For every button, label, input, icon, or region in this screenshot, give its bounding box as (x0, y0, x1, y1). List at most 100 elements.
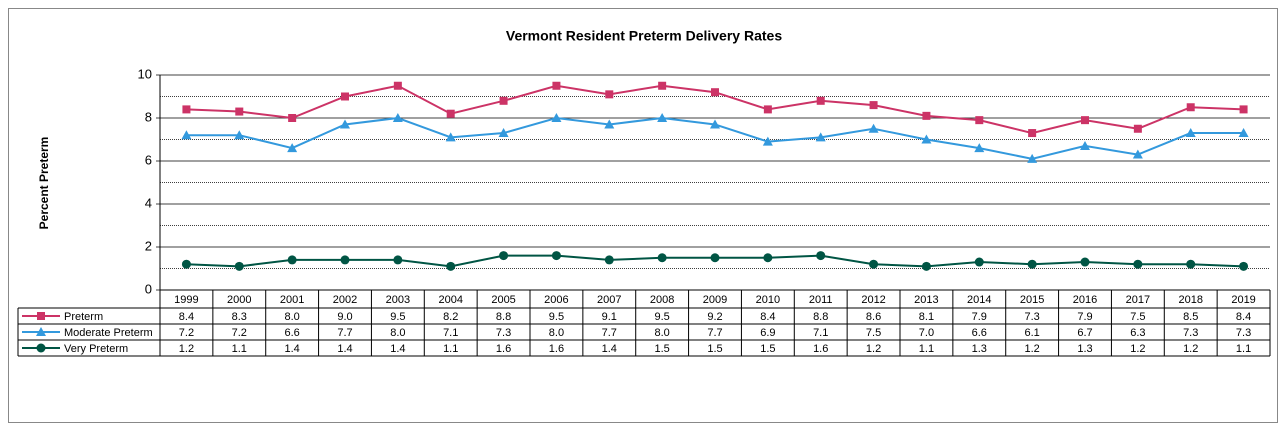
marker (498, 128, 509, 138)
x-tick-label: 2007 (597, 294, 621, 306)
marker (235, 107, 244, 116)
table-value: 1.1 (919, 343, 934, 355)
table-value: 1.6 (496, 343, 511, 355)
table-value: 1.2 (1183, 343, 1198, 355)
table-value: 8.6 (866, 311, 881, 323)
marker (340, 255, 350, 265)
table-value: 7.7 (602, 327, 617, 339)
table-value: 8.4 (179, 311, 194, 323)
legend-marker (36, 343, 46, 353)
x-tick-label: 2010 (756, 294, 780, 306)
marker (393, 255, 403, 265)
marker (763, 105, 772, 114)
table-value: 8.1 (919, 311, 934, 323)
marker (1239, 261, 1249, 271)
marker (1133, 124, 1142, 133)
table-value: 8.5 (1183, 311, 1198, 323)
table-value: 8.0 (284, 311, 299, 323)
x-tick-label: 2006 (544, 294, 568, 306)
x-tick-label: 2000 (227, 294, 251, 306)
marker (446, 109, 455, 118)
table-value: 1.6 (549, 343, 564, 355)
table-value: 7.5 (866, 327, 881, 339)
table-value: 1.5 (654, 343, 669, 355)
marker (340, 119, 350, 129)
legend-label: Moderate Preterm (64, 327, 153, 339)
marker (182, 105, 191, 114)
chart-border (8, 8, 1278, 423)
x-tick-label: 2018 (1178, 294, 1202, 306)
marker (1080, 257, 1090, 267)
table-value: 7.5 (1130, 311, 1145, 323)
marker (711, 88, 719, 97)
marker (605, 90, 614, 99)
chart-title: Vermont Resident Preterm Delivery Rates (506, 28, 782, 44)
table-value: 1.4 (602, 343, 617, 355)
y-tick-label: 0 (145, 281, 152, 296)
marker (921, 261, 931, 271)
x-tick-label: 2015 (1020, 294, 1044, 306)
marker (658, 81, 667, 90)
marker (234, 261, 244, 271)
table-value: 9.2 (707, 311, 722, 323)
table-value: 7.1 (813, 327, 828, 339)
table-value: 7.3 (1024, 311, 1039, 323)
marker (710, 253, 720, 263)
marker (868, 123, 879, 133)
table-value: 1.6 (813, 343, 828, 355)
marker (710, 119, 720, 129)
marker (181, 130, 192, 140)
marker (287, 255, 297, 265)
marker (816, 251, 826, 261)
table-value: 8.4 (1236, 311, 1251, 323)
table-value: 6.6 (284, 327, 299, 339)
table-value: 7.3 (496, 327, 511, 339)
table-value: 1.4 (284, 343, 299, 355)
x-tick-label: 2012 (861, 294, 885, 306)
y-tick-label: 6 (145, 152, 152, 167)
table-value: 7.1 (443, 327, 458, 339)
table-value: 1.3 (1077, 343, 1092, 355)
table-value: 1.1 (1236, 343, 1251, 355)
marker (1081, 116, 1089, 125)
table-value: 1.2 (1130, 343, 1145, 355)
table-value: 6.3 (1130, 327, 1145, 339)
marker (1027, 259, 1037, 269)
x-tick-label: 2017 (1126, 294, 1150, 306)
marker (341, 92, 349, 101)
marker (869, 259, 879, 269)
y-tick-label: 8 (145, 109, 152, 124)
marker (1185, 128, 1196, 138)
table-value: 8.3 (232, 311, 247, 323)
table-value: 6.7 (1077, 327, 1092, 339)
table-value: 8.0 (549, 327, 564, 339)
x-tick-label: 2002 (333, 294, 357, 306)
table-value: 6.1 (1024, 327, 1039, 339)
marker (446, 261, 456, 271)
marker (869, 101, 878, 110)
table-value: 8.0 (654, 327, 669, 339)
marker (445, 132, 456, 142)
y-axis-label: Percent Preterm (37, 137, 51, 230)
table-value: 6.9 (760, 327, 775, 339)
table-value: 1.3 (972, 343, 987, 355)
marker (604, 255, 614, 265)
table-value: 1.1 (443, 343, 458, 355)
marker (975, 116, 984, 125)
legend-label: Very Preterm (64, 343, 128, 355)
x-tick-label: 2003 (386, 294, 410, 306)
marker (287, 143, 298, 153)
table-value: 8.0 (390, 327, 405, 339)
table-value: 7.7 (337, 327, 352, 339)
marker (499, 251, 509, 261)
marker (392, 113, 403, 122)
table-value: 8.8 (496, 311, 511, 323)
table-value: 9.5 (549, 311, 564, 323)
table-value: 1.4 (390, 343, 405, 355)
y-tick-label: 10 (138, 66, 152, 81)
marker (552, 81, 561, 90)
table-value: 8.2 (443, 311, 458, 323)
table-value: 6.6 (972, 327, 987, 339)
table-value: 1.4 (337, 343, 352, 355)
